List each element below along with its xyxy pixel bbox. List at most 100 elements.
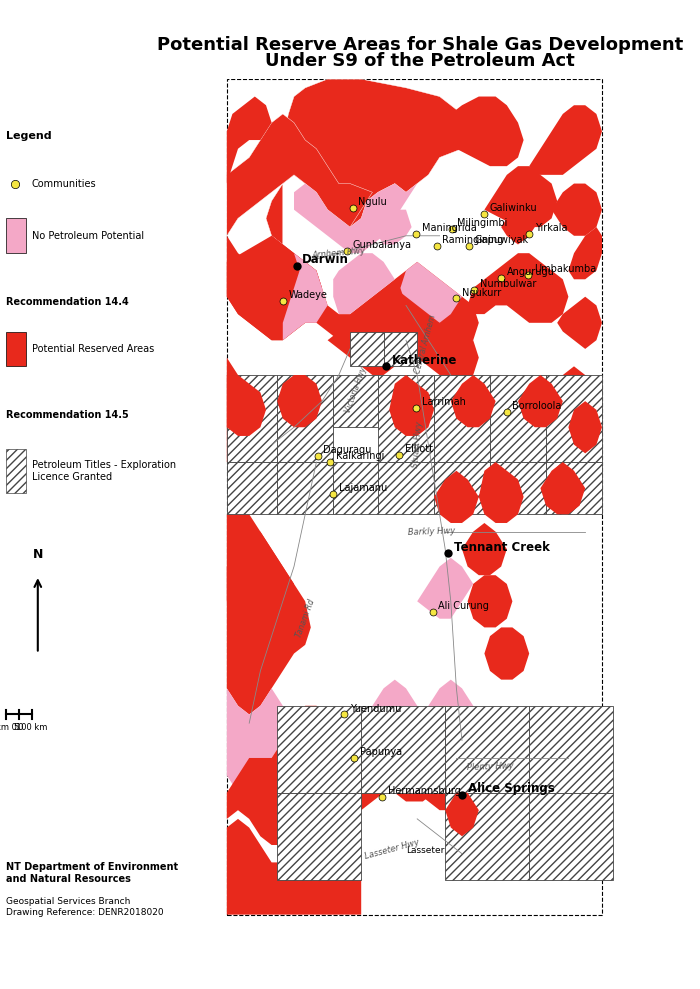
Polygon shape [227,114,372,235]
Polygon shape [445,706,529,793]
Text: Communities: Communities [32,179,96,189]
Polygon shape [557,297,602,349]
Polygon shape [283,253,328,340]
Text: Victoria Hwy: Victoria Hwy [343,366,368,414]
Polygon shape [484,627,529,679]
Text: Lasseter Hwy: Lasseter Hwy [364,838,420,861]
Polygon shape [434,462,490,514]
Polygon shape [333,375,378,427]
Polygon shape [568,402,602,453]
Polygon shape [490,375,546,462]
Text: Geospatial Services Branch
Drawing Reference: DENR2018020: Geospatial Services Branch Drawing Refer… [6,897,164,917]
Polygon shape [468,253,568,322]
Text: Kalkaringi: Kalkaringi [336,451,384,461]
Text: Recommendation 14.5: Recommendation 14.5 [6,409,129,420]
Text: Ramingining: Ramingining [442,235,504,245]
Polygon shape [434,375,490,462]
Polygon shape [445,793,529,880]
Polygon shape [484,166,557,227]
Polygon shape [445,793,479,837]
Text: 50: 50 [13,723,24,732]
Polygon shape [249,235,322,315]
Text: Tennant Creek: Tennant Creek [454,541,550,554]
Text: Papunya: Papunya [360,748,402,758]
Polygon shape [552,366,596,418]
Text: Angurugu: Angurugu [507,267,554,277]
Polygon shape [277,375,333,462]
Polygon shape [227,235,479,349]
Text: km 0: km 0 [0,723,17,732]
Text: Lajamanu: Lajamanu [339,484,387,494]
Polygon shape [227,532,294,645]
Text: Potential Reserved Areas: Potential Reserved Areas [32,344,154,354]
Polygon shape [529,105,602,175]
Text: N: N [33,548,43,561]
Polygon shape [227,462,277,514]
Text: Daguragu: Daguragu [323,445,372,455]
Polygon shape [400,262,462,322]
Text: Yuendumu: Yuendumu [350,704,401,714]
Text: Under S9 of the Petroleum Act: Under S9 of the Petroleum Act [265,52,575,70]
Text: Hermannsburg: Hermannsburg [388,786,461,796]
Polygon shape [552,384,596,436]
Text: Lasseter: Lasseter [406,846,445,854]
Polygon shape [227,358,266,462]
Text: Borroloola: Borroloola [512,401,561,410]
Polygon shape [277,462,333,514]
Polygon shape [227,235,322,340]
Polygon shape [468,576,512,627]
Polygon shape [529,706,613,793]
Text: Wadeye: Wadeye [288,291,327,301]
Polygon shape [266,79,473,244]
Text: Maningrida: Maningrida [421,224,477,233]
Bar [227,79,602,915]
Text: Katherine: Katherine [392,353,457,367]
Polygon shape [434,471,479,523]
Polygon shape [227,793,361,915]
Text: Larrimah: Larrimah [421,398,466,407]
Polygon shape [227,375,277,462]
Text: Gapuwiyak: Gapuwiyak [475,235,528,245]
Text: Arnhem Hwy: Arnhem Hwy [312,246,366,260]
Polygon shape [361,706,445,793]
Text: Galiwinku: Galiwinku [490,204,538,214]
Text: Legend: Legend [6,132,52,141]
Polygon shape [227,706,445,845]
Polygon shape [552,184,602,235]
Polygon shape [277,706,361,793]
Text: Darwin: Darwin [302,253,349,266]
Text: Recommendation 14.4: Recommendation 14.4 [6,297,129,307]
Text: Barkly Hwy: Barkly Hwy [407,526,455,537]
Polygon shape [490,462,546,514]
Text: Yirkala: Yirkala [535,224,567,233]
Text: Alice Springs: Alice Springs [468,781,554,795]
Polygon shape [389,375,434,436]
Polygon shape [540,462,585,514]
Polygon shape [277,375,322,427]
Polygon shape [277,793,361,880]
Text: Numbulwar: Numbulwar [480,279,536,289]
Polygon shape [294,184,417,253]
Polygon shape [227,514,311,714]
Text: Umbakumba: Umbakumba [533,264,596,274]
Polygon shape [451,375,496,427]
Text: Ngukurr: Ngukurr [462,288,501,298]
Polygon shape [378,210,412,244]
Text: Elliott: Elliott [405,444,433,454]
Text: Ngulu: Ngulu [358,197,387,207]
Polygon shape [227,97,272,184]
Polygon shape [333,462,378,514]
Text: No Petroleum Potential: No Petroleum Potential [32,230,144,240]
Text: Petroleum Titles - Exploration
Licence Granted: Petroleum Titles - Exploration Licence G… [32,460,176,482]
Text: NT Department of Environment
and Natural Resources: NT Department of Environment and Natural… [6,862,178,884]
FancyBboxPatch shape [6,449,27,493]
Polygon shape [529,793,613,880]
Polygon shape [384,331,417,366]
Text: Central Arnhem: Central Arnhem [414,315,438,375]
Polygon shape [417,558,473,619]
Polygon shape [227,688,283,793]
Polygon shape [440,97,524,166]
Polygon shape [417,679,507,741]
Polygon shape [546,462,602,514]
Polygon shape [518,375,563,427]
